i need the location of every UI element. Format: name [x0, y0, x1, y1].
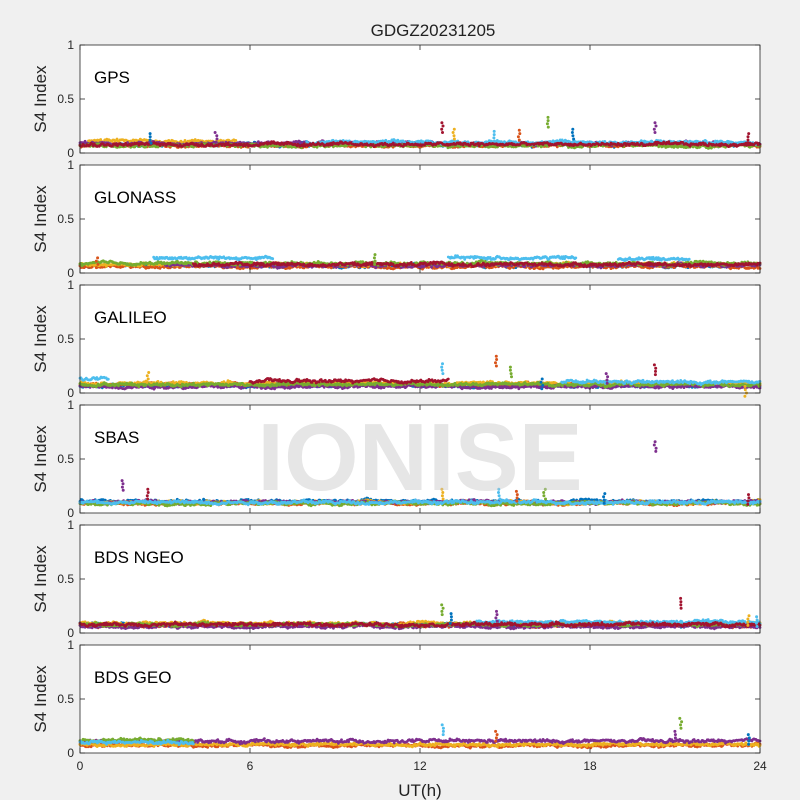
spike-point	[654, 131, 657, 134]
panel-glonass: 00.51GLONASSS4 Index	[31, 158, 761, 280]
spike-point	[216, 138, 219, 141]
spike-point	[546, 122, 549, 125]
spike-point	[493, 133, 496, 136]
spike-point	[149, 139, 152, 142]
y-tick-label: 1	[67, 38, 74, 52]
figure-title: GDGZ20231205	[371, 21, 496, 40]
spike-point	[442, 125, 445, 128]
spike-point	[571, 134, 574, 137]
spike-point	[518, 139, 521, 142]
spike-point	[453, 128, 456, 131]
spike-point	[493, 130, 496, 133]
spike-point	[453, 134, 456, 137]
spike-point	[493, 140, 496, 143]
data-point	[234, 139, 237, 142]
y-axis-label: S4 Index	[31, 65, 50, 133]
spike-point	[452, 131, 455, 134]
spike-point	[747, 139, 750, 142]
spike-point	[517, 135, 520, 138]
plot-area	[80, 45, 760, 153]
spike-point	[149, 135, 152, 138]
spike-point	[654, 121, 657, 124]
spike-point	[547, 126, 550, 129]
spike-point	[441, 131, 444, 134]
data-point	[655, 143, 658, 146]
spike-point	[653, 128, 656, 131]
spike-point	[518, 132, 521, 135]
spike-point	[547, 119, 550, 122]
spike-point	[440, 128, 443, 131]
spike-point	[572, 138, 575, 141]
panel-label: GPS	[94, 68, 130, 87]
spike-point	[518, 129, 521, 132]
spike-point	[547, 116, 550, 119]
spike-point	[150, 142, 153, 145]
spike-point	[215, 141, 218, 144]
spike-point	[571, 131, 574, 134]
spike-point	[215, 134, 218, 137]
spike-point	[748, 142, 751, 145]
spike-point	[440, 121, 443, 124]
spike-point	[747, 132, 750, 135]
spike-point	[747, 135, 750, 138]
spike-point	[214, 131, 217, 134]
spike-point	[149, 132, 152, 135]
spike-point	[655, 125, 658, 128]
spike-point	[492, 136, 495, 139]
spike-point	[453, 138, 456, 141]
spike-point	[571, 128, 574, 131]
y-tick-label: 0.5	[57, 92, 74, 106]
